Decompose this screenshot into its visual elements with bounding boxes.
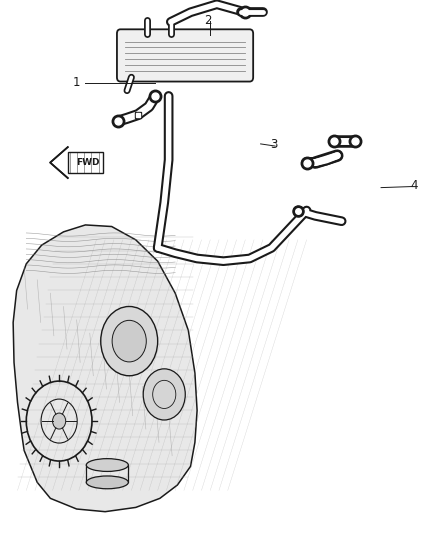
Text: 4: 4 — [410, 179, 418, 192]
Polygon shape — [50, 147, 68, 178]
Polygon shape — [13, 225, 197, 512]
Text: 1: 1 — [73, 76, 81, 89]
Text: FWD: FWD — [76, 158, 99, 167]
Circle shape — [112, 320, 146, 362]
Circle shape — [101, 306, 158, 376]
Text: 3: 3 — [270, 139, 277, 151]
Text: 2: 2 — [204, 14, 212, 27]
Ellipse shape — [86, 476, 128, 489]
Ellipse shape — [86, 458, 128, 472]
FancyBboxPatch shape — [117, 29, 253, 82]
Circle shape — [143, 369, 185, 420]
Circle shape — [53, 413, 66, 429]
